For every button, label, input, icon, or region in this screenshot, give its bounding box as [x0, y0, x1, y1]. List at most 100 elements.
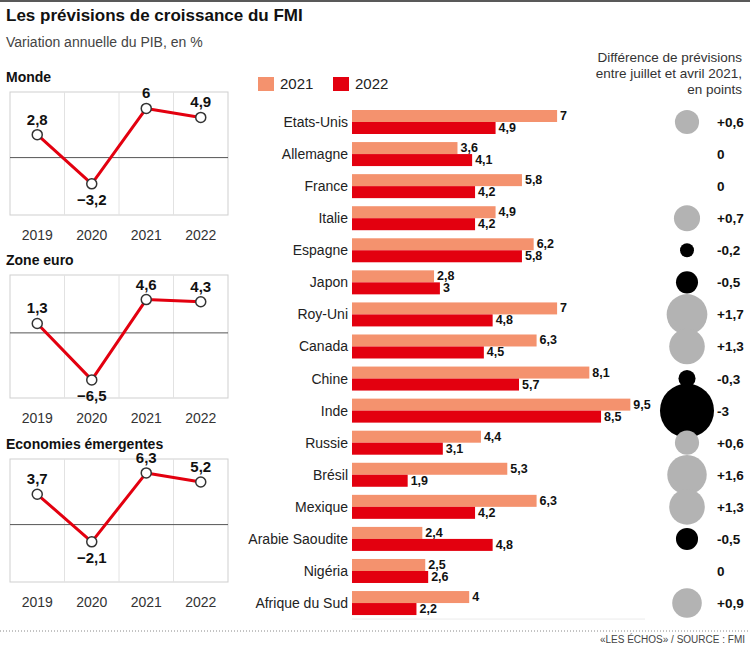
subtitle: Variation annuelle du PIB, en %: [6, 34, 203, 50]
legend-swatch: [333, 77, 349, 91]
bubble: [667, 455, 706, 494]
bubble: [676, 528, 698, 550]
tick-label: 2019: [22, 410, 53, 426]
data-label: 8,5: [604, 410, 621, 424]
data-label: -0,2: [717, 243, 740, 258]
zero-line: [10, 332, 228, 333]
data-label: 6,3: [136, 449, 157, 466]
bar: [352, 302, 557, 314]
data-label: 6,3: [540, 494, 557, 508]
data-label: 4,2: [478, 185, 495, 199]
separator: [64, 275, 65, 398]
bar: [352, 527, 422, 539]
bar: [352, 443, 443, 455]
data-label: 4,2: [478, 217, 495, 231]
data-label: 6: [142, 84, 150, 101]
bar: [352, 250, 522, 262]
data-label: 1,3: [27, 299, 48, 316]
bubble: [674, 205, 700, 231]
tick-label: 2022: [185, 410, 216, 426]
category-label: Espagne: [293, 242, 348, 258]
data-label: −6,5: [77, 387, 107, 404]
marker: [141, 468, 151, 478]
plot-frame: [10, 275, 228, 398]
marker: [87, 375, 97, 385]
bar: [352, 142, 457, 154]
data-label: 6,3: [540, 333, 557, 347]
category-label: Afrique du Sud: [255, 595, 348, 611]
line: [37, 473, 201, 542]
bar: [352, 334, 537, 346]
bubble: [675, 110, 699, 134]
marker: [32, 318, 42, 328]
category-label: Etats-Unis: [283, 114, 348, 130]
bar: [352, 206, 496, 218]
bar: [352, 122, 496, 134]
bubble-title: en points: [687, 82, 742, 97]
figure: Les prévisions de croissance du FMIVaria…: [0, 0, 750, 648]
data-label: 3: [443, 281, 450, 295]
data-label: 4,3: [190, 278, 211, 295]
bubble: [667, 294, 708, 335]
data-label: 2,8: [27, 111, 48, 128]
marker: [87, 537, 97, 547]
bar: [352, 346, 484, 358]
panel-title: Zone euro: [6, 252, 74, 268]
data-label: 4,5: [487, 345, 504, 359]
bar: [352, 591, 469, 603]
data-label: 5,8: [525, 173, 542, 187]
bar: [352, 238, 534, 250]
tick-label: 2021: [131, 594, 162, 610]
category-label: Brésil: [313, 467, 348, 483]
data-label: +1,7: [717, 307, 744, 322]
data-label: 7: [560, 301, 567, 315]
data-label: 4,8: [496, 538, 513, 552]
data-label: +0,9: [717, 596, 744, 611]
bar: [352, 399, 630, 411]
marker: [196, 477, 206, 487]
data-label: 4,2: [478, 506, 495, 520]
bar: [352, 475, 408, 487]
category-label: Canada: [299, 338, 348, 354]
data-label: 4,8: [496, 313, 513, 327]
tick-label: 2019: [22, 227, 53, 243]
data-label: +1,3: [717, 500, 744, 515]
top-rule: [0, 0, 750, 2]
marker: [87, 179, 97, 189]
data-label: −2,1: [77, 549, 107, 566]
bar: [352, 282, 440, 294]
bar: [352, 314, 493, 326]
data-label: 4,9: [499, 205, 516, 219]
bar: [352, 559, 425, 571]
data-label: 5,2: [190, 458, 211, 475]
separator: [173, 275, 174, 398]
bar: [352, 603, 416, 615]
data-label: 3,7: [27, 470, 48, 487]
data-label: 3,1: [446, 442, 463, 456]
separator: [119, 92, 120, 215]
panel-title: Monde: [6, 69, 51, 85]
bottom-rule: [0, 631, 750, 632]
bubble: [669, 329, 705, 365]
bar: [352, 507, 475, 519]
plot-area: [32, 103, 206, 188]
bar: [352, 367, 589, 379]
data-label: 0: [717, 564, 725, 579]
category-label: Italie: [318, 210, 348, 226]
bar: [352, 110, 557, 122]
marker: [141, 103, 151, 113]
bar: [352, 539, 493, 551]
legend-label: 2022: [355, 75, 388, 92]
legend-swatch: [258, 77, 274, 91]
x-axis-line: [352, 619, 645, 620]
separator: [64, 92, 65, 215]
bar: [352, 411, 601, 423]
separator: [64, 459, 65, 582]
bubble: [676, 271, 698, 293]
tick-label: 2022: [185, 227, 216, 243]
data-label: -0,5: [717, 532, 741, 547]
data-label: 4,9: [190, 93, 211, 110]
marker: [32, 130, 42, 140]
data-label: 0: [717, 147, 725, 162]
data-label: -0,5: [717, 275, 741, 290]
